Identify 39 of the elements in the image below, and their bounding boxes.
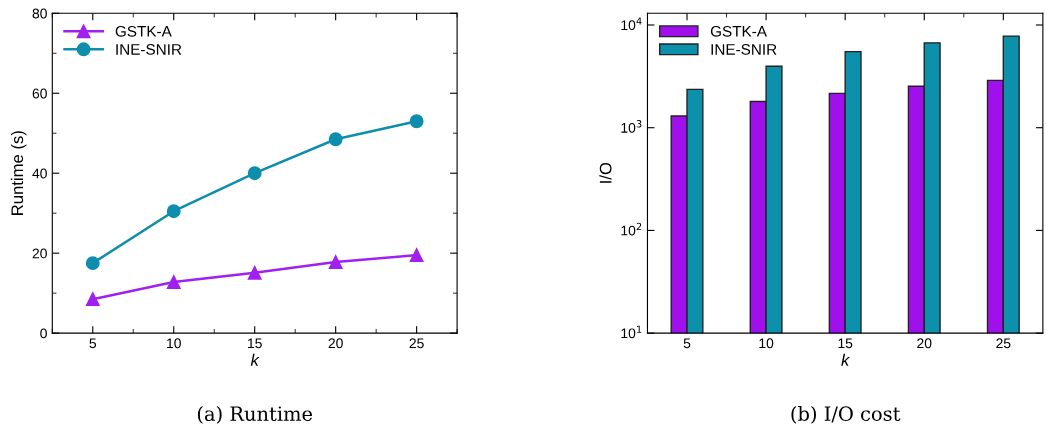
x-tick-label: 5 — [683, 338, 691, 349]
point — [166, 275, 181, 289]
y-tick-label: 20 — [32, 248, 47, 259]
y-tick-label: 60 — [32, 88, 47, 99]
y-tick-label: 10$^{2}$ — [621, 222, 642, 236]
x-tick-label: 10 — [167, 338, 181, 349]
point — [328, 255, 343, 269]
text: (b) I/O cost — [791, 405, 901, 424]
x-tick-label: 5 — [89, 338, 97, 349]
x-tick-label: 20 — [917, 338, 932, 349]
y-tick-label: 80 — [32, 8, 47, 19]
text: (a) Runtime — [197, 405, 313, 424]
y-axis-title: I/O — [599, 162, 612, 183]
point — [409, 114, 424, 129]
y-axis-title: Runtime (s) — [10, 131, 27, 215]
x-tick-label: 15 — [248, 338, 262, 349]
point — [85, 292, 100, 307]
x-tick-label: 20 — [328, 338, 343, 349]
x-axis-title: k — [841, 353, 851, 366]
x-tick-label: 25 — [996, 338, 1011, 349]
legend-label: INE-SNIR — [711, 43, 777, 55]
y-tick-label: 10$^{4}$ — [621, 17, 642, 31]
y-tick-label: 10$^{1}$ — [621, 325, 642, 339]
y-tick-label: 40 — [32, 168, 47, 179]
y-tick-label: 10$^{3}$ — [621, 120, 642, 133]
point — [247, 166, 262, 181]
point — [328, 132, 343, 147]
point — [85, 256, 100, 271]
y-tick-label: 0 — [40, 328, 47, 339]
x-tick-label: 25 — [409, 338, 424, 349]
legend-label: GSTK-A — [115, 25, 172, 37]
legend-label: GSTK-A — [710, 25, 767, 37]
legend-label: INE-SNIR — [116, 43, 182, 55]
point — [166, 204, 181, 219]
point — [247, 265, 262, 280]
x-axis-title: k — [250, 353, 260, 366]
x-tick-label: 10 — [759, 338, 774, 349]
point — [409, 248, 424, 263]
x-tick-label: 15 — [838, 338, 853, 349]
